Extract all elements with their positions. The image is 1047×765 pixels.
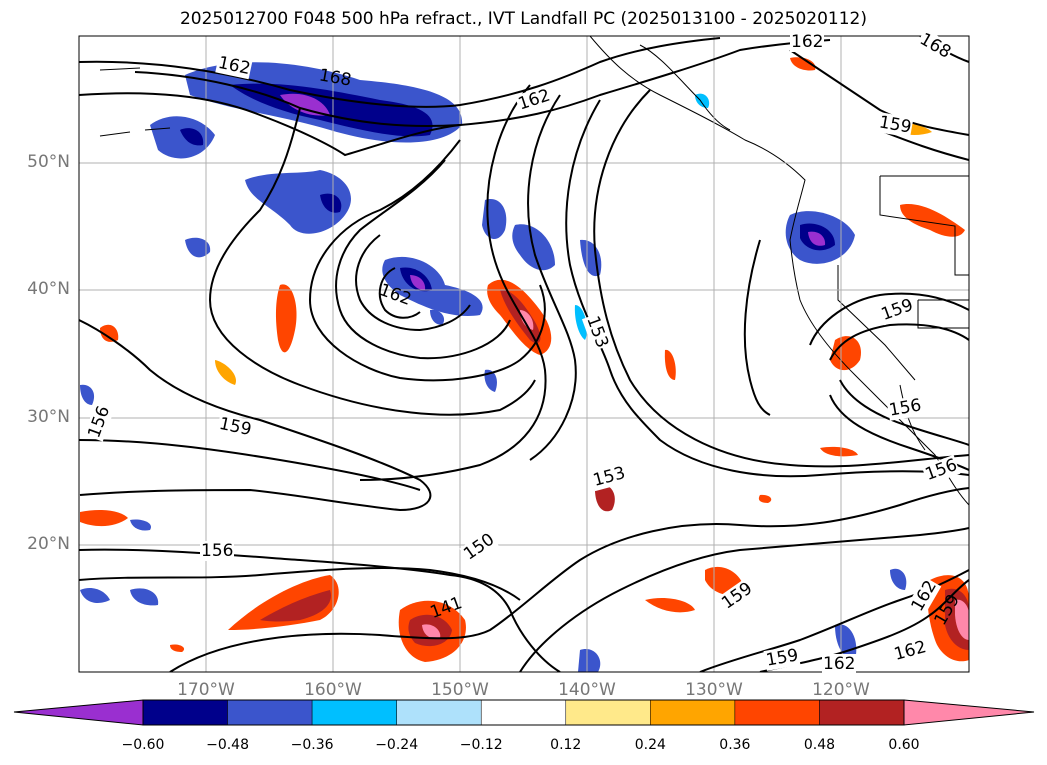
colorbar-segment: [227, 699, 313, 726]
plot-frame: [78, 35, 970, 673]
map-title: 2025012700 F048 500 hPa refract., IVT La…: [179, 9, 867, 29]
colorbar-tick-label: 0.24: [634, 737, 666, 753]
colorbar-tick-label: 0.12: [550, 737, 582, 753]
lat-label-30n: 30°N: [27, 407, 70, 427]
colorbar-tick-label: 0.36: [719, 737, 751, 753]
colorbar-tick-label: −0.48: [206, 737, 249, 753]
lon-label-150w: 150°W: [431, 680, 489, 700]
refractivity-contours: [79, 36, 969, 672]
colorbar-tick-label: −0.24: [375, 737, 419, 753]
colorbar-segment: [650, 699, 736, 726]
colorbar-segment: [480, 699, 567, 726]
colorbar: [13, 699, 1035, 726]
colorbar-segment: [565, 699, 651, 726]
negative-anomaly-regions: [80, 62, 907, 672]
colorbar-segment: [396, 699, 482, 726]
lon-label-120w: 120°W: [812, 680, 870, 700]
colorbar-tick-label: −0.12: [459, 737, 503, 753]
colorbar-tick-label: 0.60: [888, 737, 920, 753]
lon-label-170w: 170°W: [177, 680, 235, 700]
colorbar-extend-high: [903, 699, 1035, 726]
colorbar-tick-label: −0.36: [290, 737, 334, 753]
colorbar-tick-label: 0.48: [803, 737, 836, 753]
colorbar-frame: [142, 699, 905, 726]
colorbar-extend-low: [13, 699, 144, 726]
colorbar-tick-label: −0.60: [121, 737, 165, 753]
shaded-field: [80, 57, 969, 672]
colorbar-segment: [311, 699, 397, 726]
lon-label-130w: 130°W: [685, 680, 743, 700]
colorbar-segment: [734, 699, 820, 726]
lon-label-160w: 160°W: [304, 680, 362, 700]
lat-label-40n: 40°N: [27, 279, 70, 299]
lat-label-20n: 20°N: [27, 534, 70, 554]
lon-label-140w: 140°W: [558, 680, 616, 700]
positive-anomaly-regions: [80, 57, 969, 662]
colorbar-segment: [142, 699, 228, 726]
lat-label-50n: 50°N: [27, 152, 70, 172]
colorbar-segment: [819, 699, 905, 726]
